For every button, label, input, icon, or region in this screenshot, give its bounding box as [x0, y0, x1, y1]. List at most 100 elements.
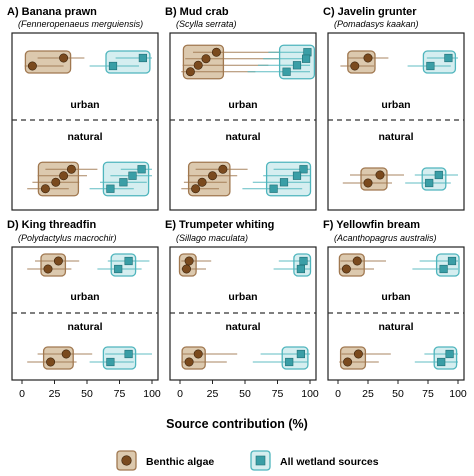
panel-b: B) Mud crab(Scylla serrata) urban natural	[165, 6, 317, 211]
panel-c: C) Javelin grunter(Pomadasys kaakan) urba…	[323, 6, 465, 211]
urban-label: urban	[228, 99, 257, 111]
panel-frame	[327, 32, 465, 211]
urban-label: urban	[228, 291, 257, 303]
panel-species: (Polydactylus macrochir)	[18, 233, 117, 243]
x-tick-label: 0	[335, 388, 341, 400]
panel-frame	[169, 32, 317, 211]
x-tick-label: 75	[272, 388, 284, 400]
wetland-point-natural	[292, 171, 302, 180]
wetland-point-natural	[285, 357, 294, 367]
algae-point-urban	[53, 256, 63, 266]
wetland-point-urban	[439, 264, 448, 274]
x-tick-label: 25	[362, 388, 374, 400]
algae-point-urban	[184, 256, 194, 266]
x-tick-label: 25	[207, 388, 219, 400]
algae-point-urban	[211, 47, 221, 57]
natural-label: natural	[67, 321, 102, 333]
wetland-point-urban	[138, 53, 148, 63]
algae-group-box-urban	[338, 253, 365, 277]
algae-group-box-urban	[40, 253, 67, 277]
wetland-point-natural	[279, 178, 289, 187]
x-tick-label: 50	[392, 388, 404, 400]
natural-label: natural	[67, 131, 102, 143]
x-tick-label: 75	[114, 388, 126, 400]
wetland-point-natural	[269, 184, 278, 193]
algae-group-box-urban	[24, 50, 72, 74]
wetland-point-urban	[299, 256, 308, 266]
natural-label: natural	[378, 321, 413, 333]
panel-species: (Pomadasys kaakan)	[334, 19, 419, 29]
algae-point-natural	[66, 164, 76, 174]
x-tick-label: 100	[301, 388, 319, 400]
x-tick-label: 0	[177, 388, 183, 400]
algae-point-urban	[43, 264, 53, 274]
urban-label: urban	[381, 291, 410, 303]
algae-point-natural	[363, 178, 373, 188]
panel-d: D) King threadfin (Polydactylus macrochir…	[7, 219, 161, 400]
wetland-point-natural	[124, 349, 133, 359]
algae-point-urban	[341, 264, 351, 274]
x-tick-label: 0	[19, 388, 25, 400]
wetland-point-urban	[124, 256, 133, 266]
wetland-point-urban	[301, 54, 311, 63]
algae-point-natural	[40, 184, 50, 194]
x-axis-label: Source contribution (%)	[166, 417, 308, 431]
wetland-point-urban	[282, 67, 291, 76]
algae-point-urban	[363, 53, 373, 63]
algae-group-box-natural	[181, 346, 206, 370]
algae-point-natural	[353, 349, 363, 359]
legend-wetland-label: All wetland sources	[280, 456, 379, 468]
legend-algae-marker	[121, 455, 132, 466]
wetland-point-urban	[426, 61, 435, 71]
algae-point-natural	[375, 170, 385, 180]
wetland-point-urban	[114, 264, 123, 274]
wetland-point-natural	[106, 357, 115, 367]
algae-point-natural	[193, 349, 203, 359]
natural-label: natural	[225, 131, 260, 143]
algae-point-urban	[352, 256, 362, 266]
algae-point-urban	[59, 53, 69, 63]
wetland-point-urban	[108, 61, 118, 71]
algae-point-natural	[184, 357, 194, 367]
x-tick-label: 50	[81, 388, 93, 400]
algae-point-natural	[191, 184, 201, 194]
algae-point-natural	[197, 177, 207, 187]
algae-point-natural	[218, 164, 228, 174]
algae-point-urban	[350, 61, 360, 71]
natural-label: natural	[225, 321, 260, 333]
wetland-point-natural	[434, 170, 443, 180]
algae-point-urban	[193, 60, 203, 70]
algae-point-natural	[46, 357, 56, 367]
wetland-point-natural	[128, 171, 137, 180]
wetland-point-natural	[425, 178, 434, 188]
x-tick-label: 100	[143, 388, 161, 400]
x-tick-label: 50	[239, 388, 251, 400]
algae-point-natural	[208, 171, 218, 181]
panel-f: F) Yellowfin bream (Acanthopagrus austral…	[323, 219, 467, 400]
wetland-point-natural	[119, 178, 128, 187]
wetland-point-natural	[299, 165, 308, 174]
algae-group-box-urban	[347, 50, 376, 74]
urban-label: urban	[381, 99, 410, 111]
wetland-point-natural	[106, 184, 115, 193]
wetland-point-natural	[437, 357, 446, 367]
panel-species: (Sillago maculata)	[176, 233, 248, 243]
panel-title: C) Javelin grunter	[323, 6, 417, 18]
panel-species: (Scylla serrata)	[176, 19, 237, 29]
wetland-point-natural	[296, 349, 306, 359]
wetland-point-natural	[137, 165, 146, 174]
wetland-point-urban	[447, 256, 457, 266]
wetland-point-urban	[292, 61, 302, 70]
algae-point-natural	[343, 357, 353, 367]
algae-point-urban	[182, 264, 192, 274]
panel-title: F) Yellowfin bream	[323, 219, 420, 231]
wetland-point-urban	[444, 53, 453, 63]
legend: Benthic algae All wetland sources	[116, 450, 379, 471]
algae-point-urban	[27, 61, 37, 71]
panel-title: A) Banana prawn	[7, 6, 97, 18]
panel-e: E) Trumpeter whiting (Sillago maculata) ur…	[165, 219, 319, 400]
x-tick-label: 75	[422, 388, 434, 400]
panel-species: (Acanthopagrus australis)	[334, 233, 437, 243]
panel-title: E) Trumpeter whiting	[165, 219, 274, 231]
